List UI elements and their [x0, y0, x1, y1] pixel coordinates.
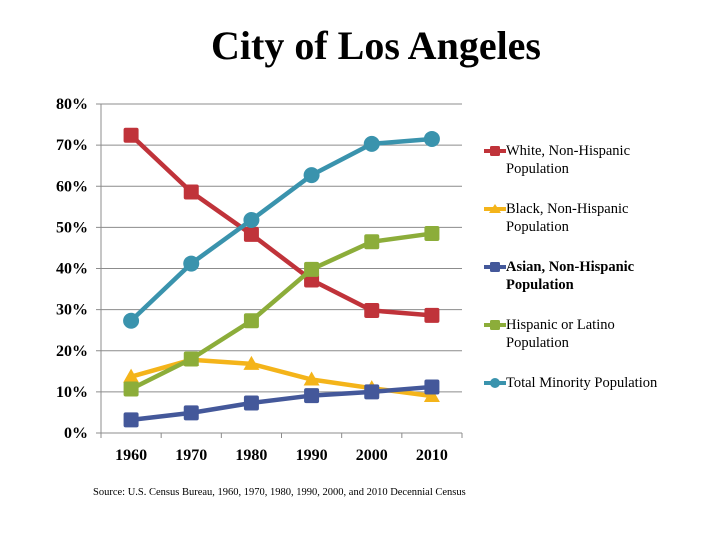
legend-item: Total Minority Population [484, 374, 724, 392]
series-asian-non-hispanic-population [123, 379, 440, 428]
legend-marker-square [490, 146, 500, 156]
x-tick-label: 1960 [115, 447, 147, 464]
y-tick-label: 30% [56, 302, 88, 319]
data-point-circle [183, 255, 200, 272]
data-point-square [304, 388, 320, 404]
x-tick-label: 1990 [296, 447, 328, 464]
legend-label: Population [506, 277, 574, 293]
legend-swatch [484, 320, 506, 330]
legend-swatch [484, 378, 506, 388]
series-line [130, 231, 433, 392]
legend-item: Hispanic or Latino Population [484, 316, 724, 352]
legend-swatch [484, 146, 506, 156]
data-point-circle [123, 312, 140, 329]
series-black-non-hispanic-population [123, 351, 440, 402]
data-point-square [364, 302, 380, 318]
x-tick-labels: 1960 1970 1980 1990 2000 2010 [115, 447, 448, 464]
legend-label: Population [506, 161, 569, 177]
data-point-square [424, 307, 440, 323]
legend-marker-square [490, 320, 500, 330]
y-tick-label: 10% [56, 384, 88, 401]
y-tick-label: 60% [56, 178, 88, 195]
legend-label: Asian, Non-Hispanic [506, 259, 635, 275]
legend-marker-square [490, 262, 500, 272]
data-point-square [243, 226, 259, 242]
legend-label: Population [506, 219, 569, 235]
data-point-square [123, 381, 139, 397]
data-point-square [243, 395, 259, 411]
data-point-square [364, 234, 380, 250]
legend-label: White, Non-Hispanic [506, 143, 631, 159]
series-line [130, 384, 433, 423]
legend-label: Black, Non-Hispanic [506, 201, 629, 217]
legend-label: Population [506, 335, 569, 351]
legend-item: White, Non-Hispanic Population [484, 142, 724, 178]
data-point-square [304, 261, 320, 277]
x-tick-label: 2010 [416, 447, 448, 464]
legend-item: Asian, Non-Hispanic Population [484, 258, 724, 294]
series-line [129, 136, 433, 323]
data-point-square [424, 379, 440, 395]
y-tick-label: 20% [56, 343, 88, 360]
legend-marker-circle [490, 378, 500, 388]
data-point-triangle [243, 355, 260, 370]
data-point-square [243, 313, 259, 329]
data-point-triangle [303, 371, 320, 386]
data-point-square [183, 184, 199, 200]
x-tick-label: 2000 [356, 447, 388, 464]
data-point-square [183, 405, 199, 421]
x-tick-label: 1980 [235, 447, 267, 464]
data-point-square [123, 412, 139, 428]
y-tick-label: 0% [64, 425, 88, 442]
y-tick-labels: 0% 10% 20% 30% 40% 50% 60% 70% 80% [56, 96, 88, 442]
data-point-square [123, 127, 139, 143]
y-tick-label: 40% [56, 261, 88, 278]
data-point-square [364, 384, 380, 400]
data-point-circle [423, 130, 440, 147]
source-note: Source: U.S. Census Bureau, 1960, 1970, … [93, 487, 466, 498]
gridlines [101, 103, 462, 393]
data-point-circle [303, 167, 320, 184]
data-point-triangle [123, 368, 140, 383]
legend-label: Total Minority Population [506, 375, 658, 391]
chart-title: City of Los Angeles [211, 23, 541, 68]
data-point-square [424, 226, 440, 242]
data-point-circle [363, 135, 380, 152]
series-hispanic-or-latino-population [123, 226, 440, 397]
legend-label: Hispanic or Latino [506, 317, 615, 333]
legend-item: Black, Non-Hispanic Population [484, 200, 724, 236]
series-line [129, 133, 433, 318]
y-tick-label: 80% [56, 96, 88, 113]
legend-marker-triangle [489, 204, 501, 213]
axes [96, 103, 463, 438]
y-tick-label: 50% [56, 219, 88, 236]
data-point-circle [243, 211, 260, 228]
series-group [123, 127, 440, 428]
series-total-minority-population [123, 130, 440, 329]
legend-swatch [484, 262, 506, 272]
x-tick-label: 1970 [175, 447, 207, 464]
y-tick-label: 70% [56, 137, 88, 154]
legend-swatch [484, 204, 506, 213]
legend: White, Non-Hispanic Population Black, Non-… [484, 142, 724, 414]
data-point-triangle [423, 387, 440, 402]
data-point-square [183, 351, 199, 367]
